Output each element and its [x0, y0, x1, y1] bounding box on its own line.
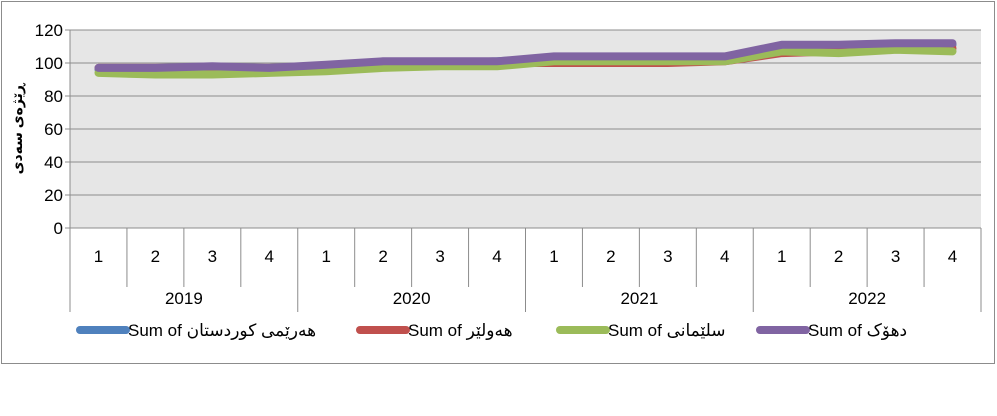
- x-tick-label-quarter: 2: [378, 247, 387, 266]
- x-axis: 1 2 3 4 2019 1 2 3 4 2020 1 2 3 4 2021 1 2 3 4 2022: [69, 227, 982, 312]
- x-tick-label-quarter: 2: [151, 247, 160, 266]
- legend-label-1: Sum of هەولێر: [408, 321, 513, 340]
- y-tick-label: 100: [35, 54, 63, 73]
- x-tick-label-quarter: 3: [891, 247, 900, 266]
- x-tick-label-quarter: 4: [720, 247, 729, 266]
- x-tick-label-quarter: 3: [435, 247, 444, 266]
- x-tick-label-quarter: 1: [549, 247, 558, 266]
- y-tick-label: 60: [44, 120, 63, 139]
- legend-label-2: Sum of سلێمانی: [608, 321, 726, 340]
- series-lines: [94, 39, 957, 79]
- x-tick-label-quarter: 3: [663, 247, 672, 266]
- x-tick-label-quarter: 4: [265, 247, 274, 266]
- x-tick-label-quarter: 1: [777, 247, 786, 266]
- y-tick-label: 40: [44, 153, 63, 172]
- x-tick-label-quarter: 2: [834, 247, 843, 266]
- series-line-2: [94, 45, 957, 79]
- y-tick-label: 80: [44, 87, 63, 106]
- y-tick-label: 0: [54, 219, 63, 238]
- x-tick-label-quarter: 3: [208, 247, 217, 266]
- x-tick-label-year: 2020: [393, 289, 431, 308]
- x-tick-label-quarter: 1: [321, 247, 330, 266]
- x-tick-label-quarter: 4: [492, 247, 501, 266]
- legend-label-0: Sum of هەرێمی کوردستان: [128, 321, 316, 340]
- x-tick-label-quarter: 2: [606, 247, 615, 266]
- y-tick-label: 120: [35, 21, 63, 40]
- x-tick-label-year: 2021: [620, 289, 658, 308]
- y-axis: 0 20 40 60 80 100 120: [35, 21, 71, 238]
- legend: Sum of هەرێمی کوردستان Sum of هەولێر Sum o…: [76, 321, 907, 340]
- y-tick-label: 20: [44, 186, 63, 205]
- y-axis-label: ڕێژەی سەدی: [9, 82, 26, 174]
- x-tick-label-year: 2022: [848, 289, 886, 308]
- legend-label-3: Sum of دهۆک: [808, 321, 907, 340]
- x-tick-label-year: 2019: [165, 289, 203, 308]
- x-tick-label-quarter: 4: [948, 247, 957, 266]
- x-tick-label-quarter: 1: [94, 247, 103, 266]
- series-line-3: [94, 39, 957, 72]
